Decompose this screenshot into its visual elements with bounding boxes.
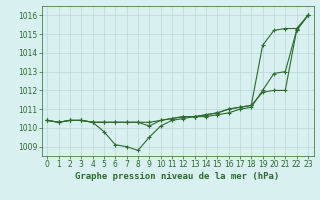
X-axis label: Graphe pression niveau de la mer (hPa): Graphe pression niveau de la mer (hPa): [76, 172, 280, 181]
